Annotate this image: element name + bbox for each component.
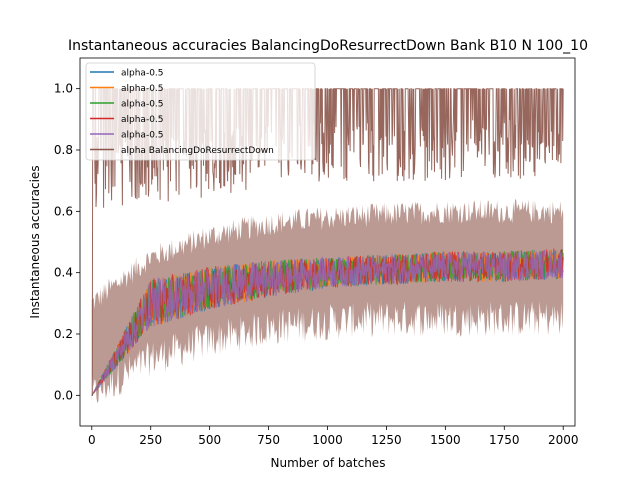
y-axis-label: Instantaneous accuracies xyxy=(28,165,42,318)
x-tick-label: 750 xyxy=(257,433,280,447)
y-tick-label: 0.0 xyxy=(54,388,73,402)
x-tick-label: 1750 xyxy=(489,433,520,447)
plot-area xyxy=(91,88,564,404)
chart-title: Instantaneous accuracies BalancingDoResu… xyxy=(68,38,588,54)
y-tick-label: 0.2 xyxy=(54,327,73,341)
y-tick-label: 0.8 xyxy=(54,143,73,157)
x-tick-label: 0 xyxy=(88,433,96,447)
x-axis-label: Number of batches xyxy=(271,456,386,470)
legend-label: alpha BalancingDoResurrectDown xyxy=(121,146,274,156)
x-axis-ticks: 0 250 500 750 1000 1250 1500 1750 2000 xyxy=(88,426,579,447)
y-axis-ticks: 0.0 0.2 0.4 0.6 0.8 1.0 xyxy=(54,82,80,402)
x-tick-label: 250 xyxy=(139,433,162,447)
x-tick-label: 1000 xyxy=(312,433,343,447)
y-tick-label: 1.0 xyxy=(54,82,73,96)
variance-band-layer xyxy=(91,199,564,404)
x-tick-label: 1500 xyxy=(430,433,461,447)
x-tick-label: 1250 xyxy=(371,433,402,447)
legend-label: alpha-0.5 xyxy=(121,115,164,125)
series-line-5 xyxy=(91,249,564,396)
y-tick-label: 0.4 xyxy=(54,266,73,280)
variance-band xyxy=(91,199,564,404)
y-tick-label: 0.6 xyxy=(54,204,73,218)
legend-box xyxy=(85,62,316,161)
x-tick-label: 2000 xyxy=(548,433,579,447)
legend: alpha-0.5 alpha-0.5 alpha-0.5 alpha-0.5 alph… xyxy=(85,62,316,161)
legend-label: alpha-0.5 xyxy=(121,69,164,79)
legend-items: alpha-0.5 alpha-0.5 alpha-0.5 alpha-0.5 alph… xyxy=(90,69,274,156)
legend-label: alpha-0.5 xyxy=(121,131,164,141)
legend-label: alpha-0.5 xyxy=(121,100,164,110)
legend-label: alpha-0.5 xyxy=(121,84,164,94)
series-layer xyxy=(91,88,564,396)
x-tick-label: 500 xyxy=(198,433,221,447)
